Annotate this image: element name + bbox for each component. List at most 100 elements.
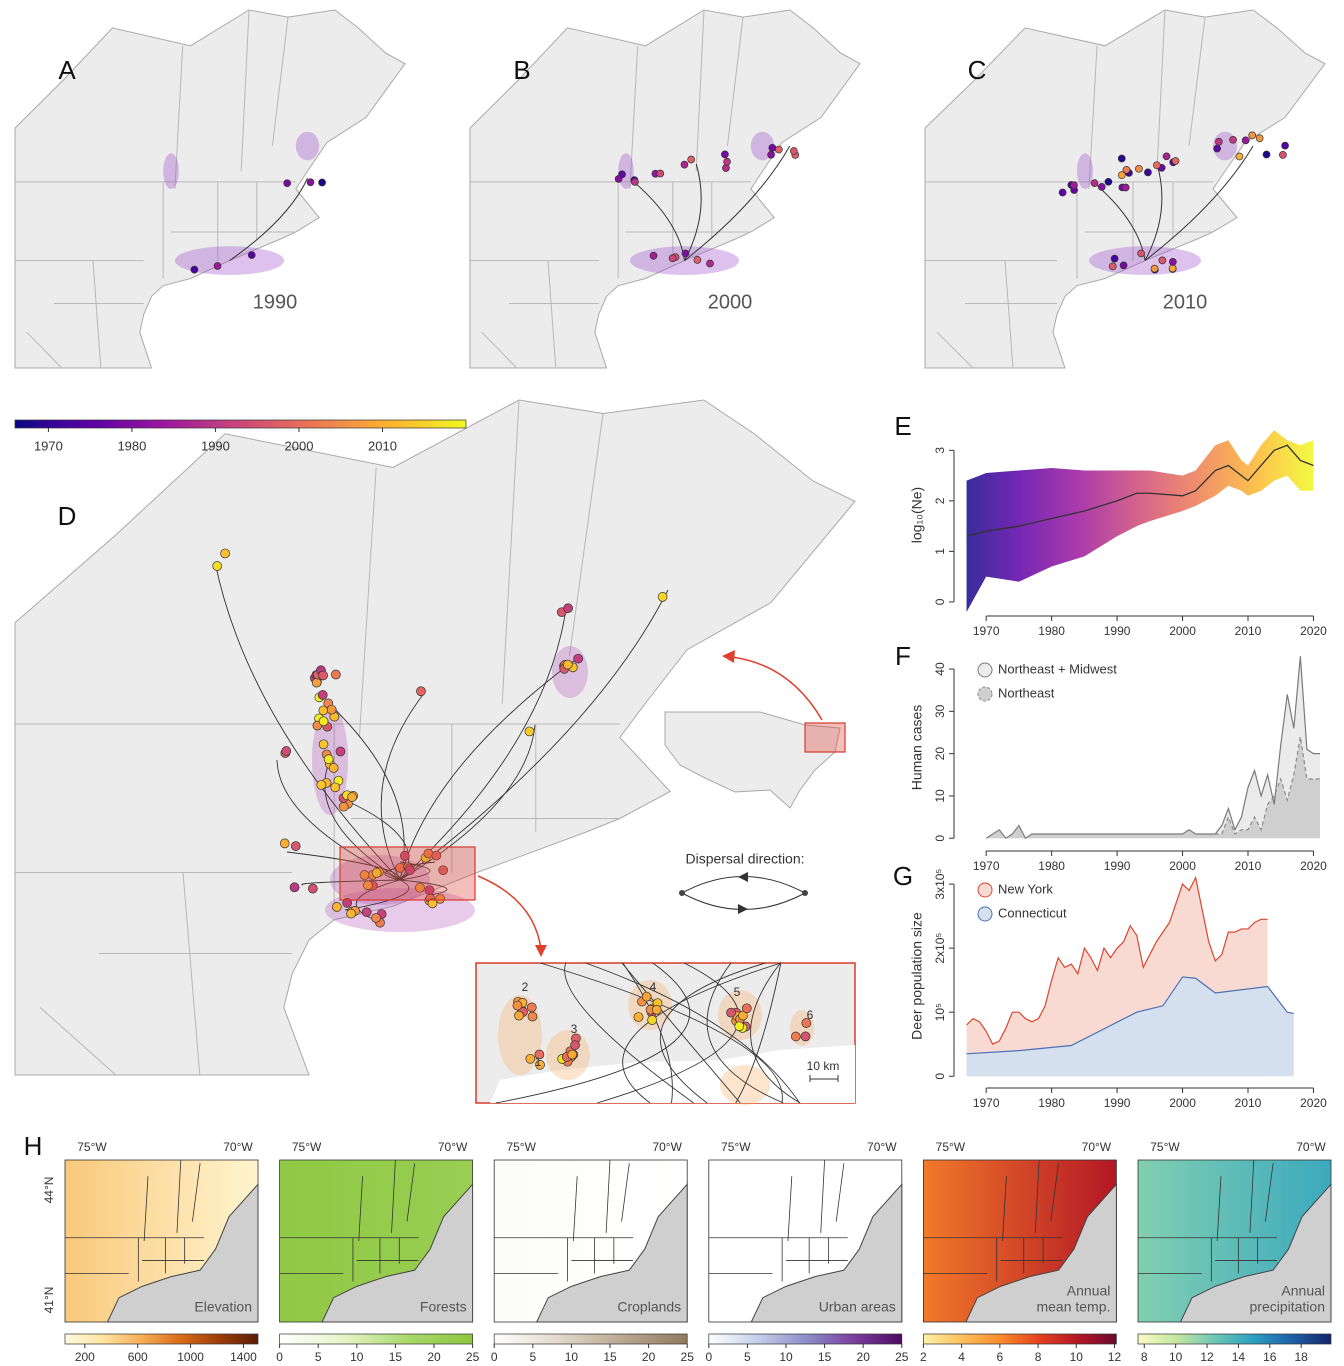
dispersal-path (399, 879, 448, 896)
sample-point (212, 561, 223, 571)
y-tick-label: 3 (933, 447, 947, 454)
colorbar (14, 419, 467, 429)
panel-label: E (894, 411, 911, 441)
layer-colorbar (493, 1333, 688, 1345)
sample-point (331, 902, 342, 912)
panel-label: D (58, 501, 77, 531)
panel-label: A (58, 55, 76, 85)
sample-point (1168, 264, 1177, 273)
dispersal-path (399, 724, 536, 881)
sample-point (1229, 135, 1237, 144)
sample-point (1117, 154, 1126, 163)
y-tick-label: 40 (933, 662, 947, 676)
dispersal-path (564, 962, 694, 1104)
sample-point (331, 669, 341, 680)
colorbar-label: 20 (427, 1350, 441, 1364)
dispersal-path (1144, 145, 1254, 261)
x-tick-label: 1990 (1104, 624, 1131, 638)
colorbar-label: 5 (744, 1350, 751, 1364)
panel-label: C (968, 55, 987, 85)
sample-point (306, 178, 315, 187)
state-border (358, 1176, 363, 1242)
x-tick-label: 1970 (973, 859, 1000, 873)
sample-point (1241, 136, 1250, 145)
ocean (1179, 1182, 1332, 1323)
x-tick-label: 1980 (1038, 1096, 1065, 1110)
y-tick-label: 30 (933, 704, 947, 718)
dispersal-path (659, 962, 766, 1104)
sample-point (318, 670, 328, 681)
state-border (391, 1159, 396, 1233)
colorbar-label: 5 (315, 1350, 322, 1364)
y-tick-label: 2 (933, 497, 947, 504)
colorbar-label: 10 (565, 1350, 579, 1364)
sample-point (534, 1049, 545, 1060)
lat-label: 44°N (42, 1177, 56, 1204)
sample-point (1110, 254, 1119, 263)
sample-point (693, 256, 702, 264)
sample-point (687, 155, 696, 164)
lon-label: 70°W (652, 1140, 682, 1154)
dispersal-path (214, 561, 401, 881)
ocean (965, 1182, 1117, 1323)
dispersal-path (495, 962, 691, 1104)
dispersal-arrow (738, 904, 748, 914)
density-blob (295, 131, 320, 161)
state-border (26, 331, 63, 369)
sample-point (1117, 171, 1126, 179)
sample-point (1150, 264, 1159, 273)
y-axis-label: log₁₀(Ne) (909, 487, 925, 543)
legend-marker (977, 906, 993, 922)
colorbar-label: 5 (529, 1350, 536, 1364)
site-label: 2 (522, 980, 529, 994)
state-border (695, 9, 705, 172)
sample-point (1281, 141, 1289, 150)
ocean (106, 1182, 259, 1323)
x-tick-label: 1990 (1104, 1096, 1131, 1110)
sample-point (790, 1031, 801, 1042)
sample-point (631, 178, 639, 186)
dispersal-path (684, 163, 702, 261)
sample-point (311, 677, 322, 688)
sample-point (641, 991, 652, 1002)
sample-point (307, 883, 318, 894)
state-border (936, 331, 974, 369)
state-border (92, 260, 102, 369)
lon-label: 75°W (721, 1140, 751, 1154)
state-border (174, 45, 184, 190)
x-tick-label: 1980 (1038, 859, 1065, 873)
layer-name: Croplands (617, 1299, 681, 1315)
layer-colorbar (1137, 1333, 1332, 1345)
state-border (1002, 1176, 1007, 1242)
y-axis-label: Deer population size (909, 912, 925, 1040)
sample-point (614, 175, 623, 183)
sample-point (1162, 152, 1171, 161)
state-border (481, 331, 518, 369)
sample-point (1144, 168, 1152, 177)
y-tick-label: 0 (933, 835, 947, 842)
colorbar-label: 10 (350, 1350, 364, 1364)
sample-point (668, 254, 677, 263)
state-border (1188, 17, 1206, 147)
sample-point (318, 178, 326, 187)
sample-point (1171, 157, 1180, 165)
sample-point (1070, 181, 1078, 190)
dispersal-path (399, 589, 669, 881)
colorbar-label: 6 (996, 1350, 1003, 1364)
colorbar-label: 1000 (177, 1350, 204, 1364)
sample-point (279, 838, 290, 849)
sample-point (651, 1004, 662, 1015)
state-border (621, 1163, 630, 1222)
sample-point (281, 746, 292, 756)
lon-label: 70°W (1296, 1140, 1326, 1154)
sample-point (346, 908, 356, 919)
density-blob (163, 153, 179, 190)
lon-label: 70°W (223, 1140, 253, 1154)
sample-point (247, 251, 256, 259)
legend-marker (977, 882, 993, 898)
x-tick-label: 2010 (1235, 859, 1262, 873)
colorbar-label: 15 (818, 1350, 832, 1364)
sample-point (1121, 183, 1130, 192)
state-border (1156, 9, 1166, 172)
lon-label: 70°W (867, 1140, 897, 1154)
